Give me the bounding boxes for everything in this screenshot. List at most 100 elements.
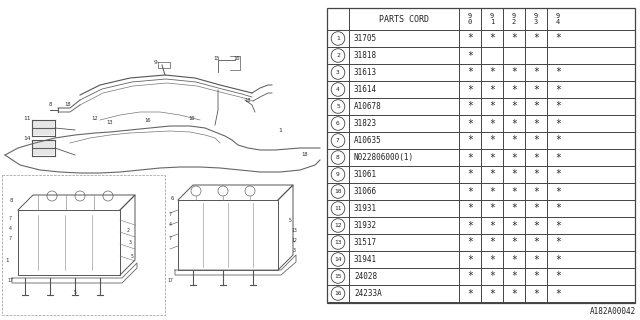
Text: 4: 4 <box>8 226 12 230</box>
Text: 4: 4 <box>556 19 560 25</box>
Text: 7: 7 <box>168 236 172 241</box>
Text: *: * <box>555 289 561 299</box>
Text: 8: 8 <box>336 155 340 160</box>
Text: *: * <box>555 84 561 94</box>
Text: *: * <box>467 153 473 163</box>
Text: *: * <box>467 84 473 94</box>
Text: 31823: 31823 <box>354 119 377 128</box>
Text: 10: 10 <box>334 189 342 194</box>
Text: 7: 7 <box>8 236 12 241</box>
Text: *: * <box>467 187 473 196</box>
Text: *: * <box>555 170 561 180</box>
Text: *: * <box>555 68 561 77</box>
Text: 31614: 31614 <box>354 85 377 94</box>
Text: 13: 13 <box>334 240 342 245</box>
Text: *: * <box>533 170 539 180</box>
Text: 24233A: 24233A <box>354 289 381 298</box>
Text: 2: 2 <box>512 19 516 25</box>
Text: *: * <box>489 118 495 129</box>
Text: 8: 8 <box>49 102 52 108</box>
Text: 9: 9 <box>556 13 560 19</box>
Text: *: * <box>489 204 495 213</box>
Text: 4: 4 <box>168 222 172 228</box>
Text: *: * <box>467 271 473 282</box>
Text: *: * <box>467 289 473 299</box>
Text: *: * <box>555 237 561 247</box>
Text: *: * <box>467 118 473 129</box>
Text: *: * <box>511 237 517 247</box>
Text: *: * <box>555 153 561 163</box>
Text: 0: 0 <box>468 19 472 25</box>
Text: *: * <box>511 135 517 146</box>
Text: 12: 12 <box>291 237 297 243</box>
Text: *: * <box>511 170 517 180</box>
Text: 17: 17 <box>167 277 173 283</box>
Text: 5: 5 <box>289 218 291 222</box>
Text: 16: 16 <box>145 117 151 123</box>
Text: *: * <box>533 153 539 163</box>
Text: 12: 12 <box>92 116 99 121</box>
Text: 6: 6 <box>336 121 340 126</box>
Text: *: * <box>489 68 495 77</box>
Text: *: * <box>511 289 517 299</box>
Text: *: * <box>533 118 539 129</box>
Text: 14: 14 <box>334 257 342 262</box>
Text: 16: 16 <box>334 291 342 296</box>
Text: 4: 4 <box>336 87 340 92</box>
Text: 17: 17 <box>7 277 13 283</box>
Text: 13: 13 <box>291 228 297 233</box>
Text: 2: 2 <box>336 53 340 58</box>
Text: 5: 5 <box>336 104 340 109</box>
Text: 9: 9 <box>490 13 494 19</box>
Text: *: * <box>489 254 495 265</box>
Text: *: * <box>533 135 539 146</box>
Text: 3: 3 <box>336 70 340 75</box>
Text: *: * <box>555 204 561 213</box>
Text: *: * <box>511 153 517 163</box>
Text: *: * <box>489 237 495 247</box>
Text: 31932: 31932 <box>354 221 377 230</box>
Text: 7: 7 <box>8 215 12 220</box>
Text: 10: 10 <box>189 116 195 121</box>
Text: 11: 11 <box>23 116 31 121</box>
Bar <box>327 8 635 303</box>
Text: 9: 9 <box>336 172 340 177</box>
Text: 18: 18 <box>244 98 252 102</box>
Text: 7: 7 <box>336 138 340 143</box>
Text: 6: 6 <box>170 196 173 201</box>
Text: 9: 9 <box>534 13 538 19</box>
Text: *: * <box>533 68 539 77</box>
Text: *: * <box>511 68 517 77</box>
Text: *: * <box>533 271 539 282</box>
Text: *: * <box>511 118 517 129</box>
Text: *: * <box>555 254 561 265</box>
Text: *: * <box>467 204 473 213</box>
Text: *: * <box>467 254 473 265</box>
Text: *: * <box>467 237 473 247</box>
Text: *: * <box>511 34 517 44</box>
Text: *: * <box>533 101 539 111</box>
Text: *: * <box>489 220 495 230</box>
Text: 10: 10 <box>234 55 240 60</box>
Text: *: * <box>489 84 495 94</box>
Text: 3: 3 <box>292 247 296 252</box>
Text: *: * <box>467 170 473 180</box>
Text: N022806000(1): N022806000(1) <box>354 153 414 162</box>
Text: *: * <box>511 271 517 282</box>
Text: 1: 1 <box>490 19 494 25</box>
Text: *: * <box>533 34 539 44</box>
Text: *: * <box>555 271 561 282</box>
Text: *: * <box>555 118 561 129</box>
Text: 9: 9 <box>468 13 472 19</box>
Text: *: * <box>489 135 495 146</box>
Text: 1: 1 <box>336 36 340 41</box>
Text: 7: 7 <box>168 212 172 218</box>
Text: *: * <box>533 237 539 247</box>
Text: *: * <box>511 254 517 265</box>
Text: *: * <box>489 34 495 44</box>
Text: *: * <box>467 51 473 60</box>
Text: *: * <box>467 101 473 111</box>
Text: *: * <box>489 271 495 282</box>
Text: *: * <box>533 220 539 230</box>
Text: *: * <box>467 34 473 44</box>
